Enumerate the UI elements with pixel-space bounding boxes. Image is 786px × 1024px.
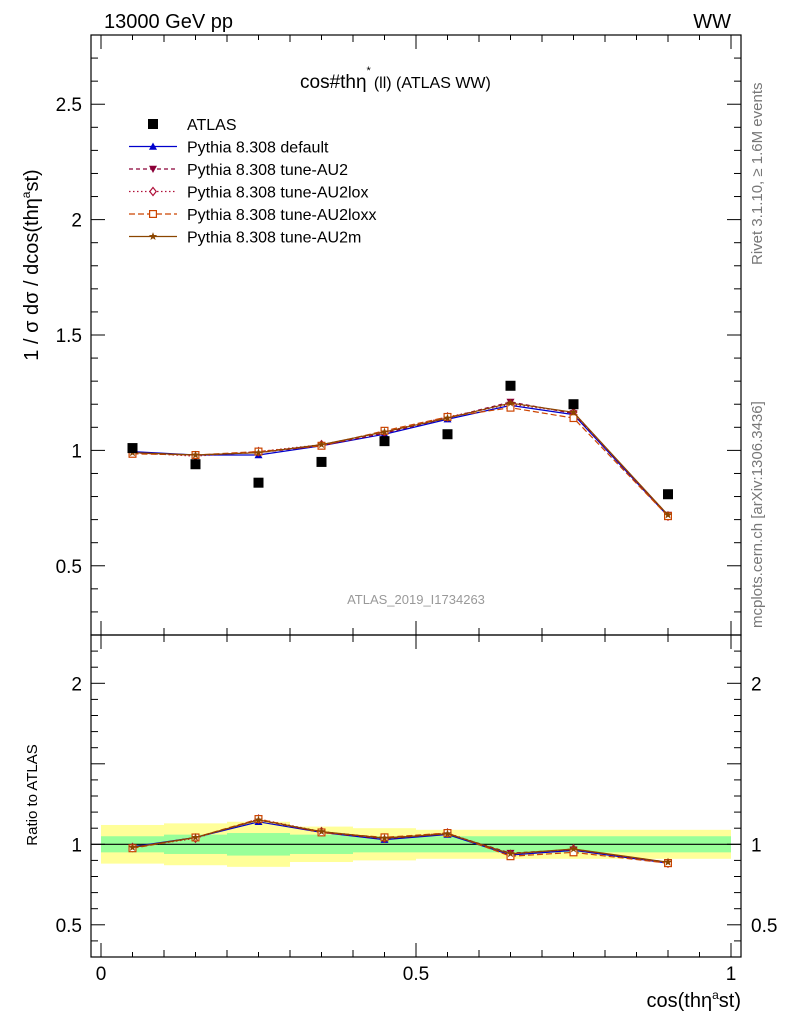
x-tick-label: 1 xyxy=(726,964,737,985)
ratio-y-tick-label: 0.5 xyxy=(56,916,82,937)
x-axis-label: cos(thηast) xyxy=(647,988,742,1012)
ratio-y-tick-label-right: 0.5 xyxy=(751,916,777,937)
y-tick-label: 2 xyxy=(71,211,82,232)
atlas-data-point xyxy=(127,443,138,454)
atlas-data-point xyxy=(253,477,264,488)
legend-label-1: Pythia 8.308 tune-AU2 xyxy=(187,162,348,179)
series-line-3 xyxy=(132,407,669,517)
svg-text:cos(thηast): cos(thηast) xyxy=(647,988,742,1012)
rivet-label: Rivet 3.1.10, ≥ 1.6M events xyxy=(749,83,766,266)
series-point-4 xyxy=(254,448,263,457)
mcplots-label: mcplots.cern.ch [arXiv:1306.3436] xyxy=(749,401,766,628)
ratio-point-4 xyxy=(443,829,452,838)
legend-label-2: Pythia 8.308 tune-AU2lox xyxy=(187,185,368,202)
legend-label-0: Pythia 8.308 default xyxy=(187,140,329,157)
y-axis-label-main: 1 / σ dσ / dcos(thη xyxy=(21,198,43,361)
ratio-series xyxy=(128,814,673,869)
svg-text:1 / σ dσ / dcos(thηast): 1 / σ dσ / dcos(thηast) xyxy=(19,169,43,360)
legend-marker-2 xyxy=(149,186,157,197)
chart-title: cos#thη*(ll) (ATLAS WW) xyxy=(300,65,491,93)
title-sup: * xyxy=(367,65,372,77)
series-point-4 xyxy=(569,407,578,416)
y-tick-label: 2.5 xyxy=(56,95,82,116)
y-tick-label: 1 xyxy=(71,441,82,462)
legend-label-4: Pythia 8.308 tune-AU2m xyxy=(187,230,361,247)
ratio-point-4 xyxy=(569,844,578,853)
svg-text:cos#thη*(ll) (ATLAS WW): cos#thη*(ll) (ATLAS WW) xyxy=(300,65,491,93)
series-point-4 xyxy=(191,450,200,459)
atlas-data-point xyxy=(379,436,390,447)
ratio-point-4 xyxy=(254,815,263,824)
legend-marker-0 xyxy=(149,142,157,150)
series-point-4 xyxy=(506,398,515,407)
main-series xyxy=(128,398,673,522)
series-point-3 xyxy=(569,414,578,423)
legend-label-3: Pythia 8.308 tune-AU2loxx xyxy=(187,207,376,224)
x-tick-label: 0.5 xyxy=(403,964,429,985)
y-tick-label: 0.5 xyxy=(56,557,82,578)
series-line-1 xyxy=(132,401,669,516)
series-line-2 xyxy=(132,403,669,517)
ratio-point-4 xyxy=(317,827,326,836)
ratio-point-4 xyxy=(506,849,515,858)
ratio-point-4 xyxy=(128,843,137,852)
ratio-y-tick-label: 2 xyxy=(71,674,82,695)
series-line-4 xyxy=(132,402,669,516)
atlas-data-point xyxy=(568,399,579,410)
atlas-data-point xyxy=(190,459,201,470)
legend-marker-1 xyxy=(149,165,157,173)
header-left: 13000 GeV pp xyxy=(104,11,233,33)
x-tick-label: 0 xyxy=(96,964,107,985)
ratio-y-tick-label: 1 xyxy=(71,835,82,856)
series-line-0 xyxy=(132,404,669,517)
header-right: WW xyxy=(693,11,731,33)
series-point-3 xyxy=(506,403,515,412)
atlas-data-point xyxy=(316,456,327,467)
y-tick-label: 1.5 xyxy=(56,326,82,347)
atlas-data-point xyxy=(663,489,673,500)
title-rest: (ll) (ATLAS WW) xyxy=(374,75,491,92)
x-axis-label-tail: st) xyxy=(719,990,741,1012)
legend: ATLAS Pythia 8.308 default Pythia 8.308 tu… xyxy=(129,117,376,247)
y-axis-label-tail: st) xyxy=(21,169,43,191)
ratio-point-4 xyxy=(191,833,200,842)
y-axis-label-sup: a xyxy=(19,191,33,198)
atlas-data-points xyxy=(127,380,673,500)
ratio-y-tick-label-right: 1 xyxy=(751,835,762,856)
series-point-4 xyxy=(317,440,326,449)
atlas-data-point xyxy=(442,429,453,440)
legend-label-atlas: ATLAS xyxy=(187,117,237,134)
analysis-watermark: ATLAS_2019_I1734263 xyxy=(347,592,485,607)
x-axis-label-sup: a xyxy=(712,988,719,1002)
title-main: cos#thη xyxy=(300,72,367,93)
x-axis-label-main: cos(thη xyxy=(647,990,713,1012)
ratio-point-4 xyxy=(663,857,673,866)
ratio-y-tick-label-right: 2 xyxy=(751,674,762,695)
y-axis-label: 1 / σ dσ / dcos(thηast) xyxy=(19,169,43,360)
series-point-4 xyxy=(443,413,452,422)
series-point-4 xyxy=(663,510,673,519)
ratio-point-4 xyxy=(380,833,389,842)
ratio-y-axis-label: Ratio to ATLAS xyxy=(24,744,41,845)
ratio-frame xyxy=(90,634,742,958)
axes: 0 0.5 1 0.5 1 1.5 2 2.5 0.5 0.5 1 1 2 2 xyxy=(56,34,777,985)
legend-marker-3 xyxy=(149,210,158,219)
series-point-4 xyxy=(380,427,389,436)
atlas-data-point xyxy=(505,380,516,391)
legend-marker-4 xyxy=(148,232,158,241)
legend-marker-atlas xyxy=(148,119,158,129)
